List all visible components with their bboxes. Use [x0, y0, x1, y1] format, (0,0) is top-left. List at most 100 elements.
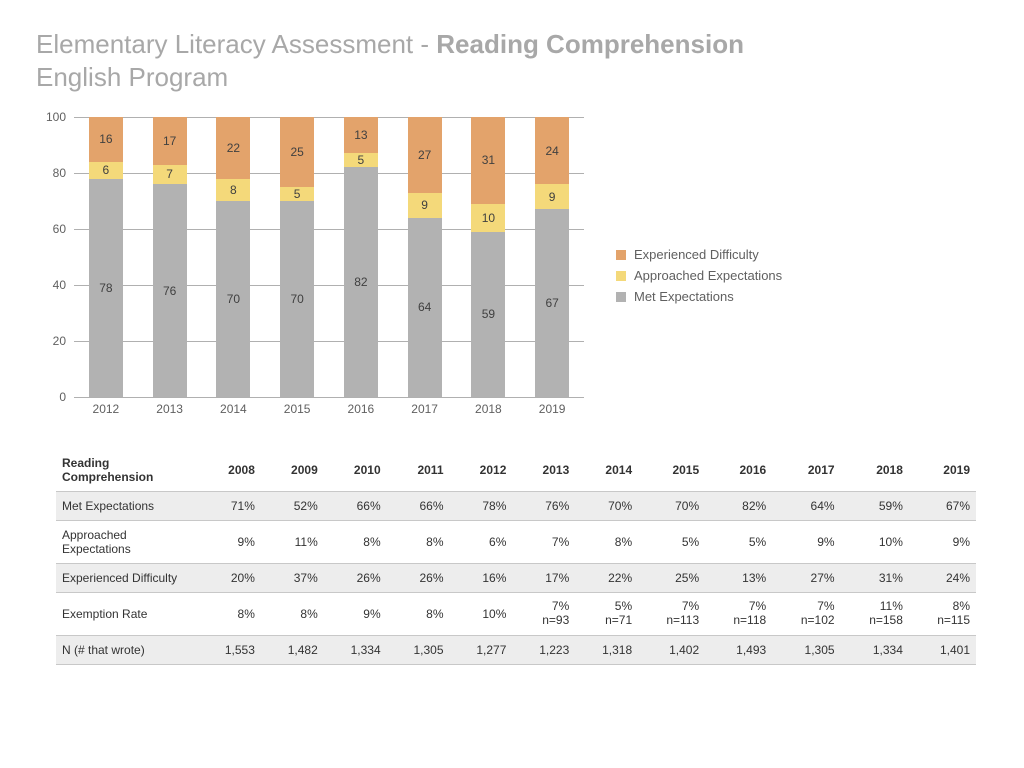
x-tick-label: 2012 — [89, 402, 123, 416]
table-column-header: 2009 — [261, 449, 324, 492]
table-cell: 66% — [387, 492, 450, 521]
table-column-header: 2015 — [638, 449, 705, 492]
legend-swatch — [616, 271, 626, 281]
table-cell: 17% — [512, 564, 575, 593]
table-cell: 1,305 — [772, 635, 840, 664]
table-cell: 26% — [387, 564, 450, 593]
table-cell: 25% — [638, 564, 705, 593]
table-cell: 10% — [841, 521, 909, 564]
legend-label: Approached Expectations — [634, 268, 782, 283]
table-header-label: Reading Comprehension — [56, 449, 198, 492]
y-tick-label: 80 — [36, 166, 66, 180]
legend-label: Met Expectations — [634, 289, 734, 304]
table-cell: 1,305 — [387, 635, 450, 664]
table-row: Experienced Difficulty20%37%26%26%16%17%… — [56, 564, 976, 593]
bar-segment-met: 67 — [535, 209, 569, 397]
bar-segment-approached: 6 — [89, 162, 123, 179]
table-cell: 7% — [512, 521, 575, 564]
table-cell: 82% — [705, 492, 772, 521]
table-cell: 5% — [638, 521, 705, 564]
bar-segment-difficulty: 22 — [216, 117, 250, 179]
bar-segment-approached: 5 — [344, 153, 378, 167]
x-tick-label: 2014 — [216, 402, 250, 416]
x-tick-label: 2018 — [471, 402, 505, 416]
table-column-header: 2011 — [387, 449, 450, 492]
table-cell: 1,223 — [512, 635, 575, 664]
table-cell: 8% — [575, 521, 638, 564]
bar-segment-approached: 5 — [280, 187, 314, 201]
table-column-header: 2013 — [512, 449, 575, 492]
table-cell: 1,401 — [909, 635, 976, 664]
bar-2014: 70822 — [216, 117, 250, 397]
table-cell: 7%n=118 — [705, 593, 772, 636]
page-title: Elementary Literacy Assessment - Reading… — [36, 28, 988, 93]
table-cell: 9% — [909, 521, 976, 564]
table-cell: 8%n=115 — [909, 593, 976, 636]
y-tick-label: 40 — [36, 278, 66, 292]
x-tick-label: 2019 — [535, 402, 569, 416]
table-cell: 8% — [261, 593, 324, 636]
table-cell: 7%n=102 — [772, 593, 840, 636]
table-cell: 9% — [324, 593, 387, 636]
bar-segment-difficulty: 16 — [89, 117, 123, 162]
bar-2015: 70525 — [280, 117, 314, 397]
table-cell: 5%n=71 — [575, 593, 638, 636]
table-cell: 76% — [512, 492, 575, 521]
title-line2: English Program — [36, 62, 228, 92]
legend-item-approached: Approached Expectations — [616, 268, 782, 283]
chart-area: 0204060801007861676717708227052582513649… — [36, 117, 988, 427]
table-cell: 78% — [450, 492, 513, 521]
bar-2019: 67924 — [535, 117, 569, 397]
y-tick-label: 100 — [36, 110, 66, 124]
table-cell: 7%n=93 — [512, 593, 575, 636]
table-row-label: Experienced Difficulty — [56, 564, 198, 593]
table-cell: 1,334 — [324, 635, 387, 664]
bar-segment-approached: 9 — [535, 184, 569, 209]
table-cell: 59% — [841, 492, 909, 521]
bar-segment-approached: 9 — [408, 193, 442, 218]
x-tick-label: 2015 — [280, 402, 314, 416]
bar-segment-met: 70 — [280, 201, 314, 397]
legend-swatch — [616, 292, 626, 302]
table-cell: 71% — [198, 492, 261, 521]
table-column-header: 2017 — [772, 449, 840, 492]
bar-2013: 76717 — [153, 117, 187, 397]
bar-segment-difficulty: 25 — [280, 117, 314, 187]
table-cell: 70% — [638, 492, 705, 521]
table-cell: 1,402 — [638, 635, 705, 664]
table-column-header: 2019 — [909, 449, 976, 492]
table-cell: 11%n=158 — [841, 593, 909, 636]
bar-segment-approached: 8 — [216, 179, 250, 201]
bar-2018: 591031 — [471, 117, 505, 397]
bar-segment-met: 76 — [153, 184, 187, 397]
stacked-bar-chart: 0204060801007861676717708227052582513649… — [36, 117, 596, 427]
legend-item-met: Met Expectations — [616, 289, 782, 304]
table-cell: 37% — [261, 564, 324, 593]
table-cell: 27% — [772, 564, 840, 593]
table-row: Exemption Rate8%8%9%8%10%7%n=935%n=717%n… — [56, 593, 976, 636]
title-prefix: Elementary Literacy Assessment - — [36, 29, 436, 59]
table-cell: 8% — [324, 521, 387, 564]
bar-2012: 78616 — [89, 117, 123, 397]
bar-segment-met: 70 — [216, 201, 250, 397]
bar-segment-met: 59 — [471, 232, 505, 397]
table-cell: 8% — [387, 593, 450, 636]
table-cell: 1,318 — [575, 635, 638, 664]
table-row: Approached Expectations9%11%8%8%6%7%8%5%… — [56, 521, 976, 564]
table-cell: 67% — [909, 492, 976, 521]
table-row-label: Approached Expectations — [56, 521, 198, 564]
table-cell: 13% — [705, 564, 772, 593]
table-row-label: Met Expectations — [56, 492, 198, 521]
table-cell: 26% — [324, 564, 387, 593]
title-bold: Reading Comprehension — [436, 29, 744, 59]
table-column-header: 2008 — [198, 449, 261, 492]
x-tick-label: 2013 — [153, 402, 187, 416]
table-cell: 66% — [324, 492, 387, 521]
table-cell: 1,553 — [198, 635, 261, 664]
table-cell: 22% — [575, 564, 638, 593]
bar-segment-met: 78 — [89, 179, 123, 397]
table-cell: 1,334 — [841, 635, 909, 664]
table-cell: 20% — [198, 564, 261, 593]
table-cell: 1,482 — [261, 635, 324, 664]
table-cell: 64% — [772, 492, 840, 521]
